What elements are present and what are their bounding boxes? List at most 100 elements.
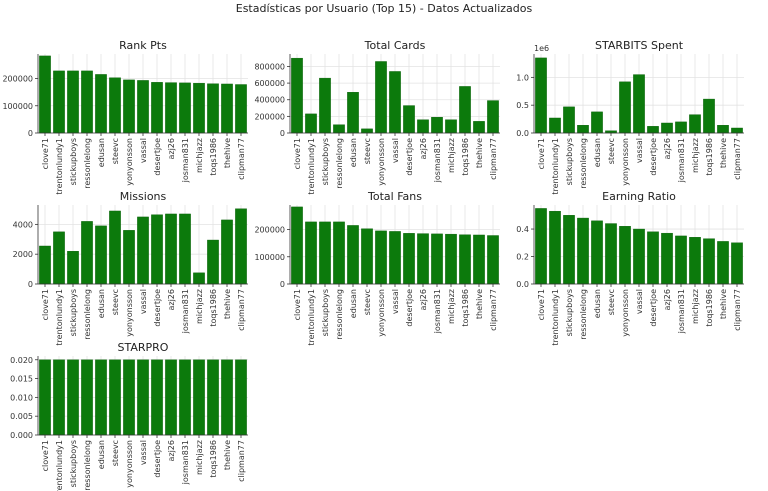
bar-edusan (95, 74, 107, 134)
x-tick-label: desertjoe (153, 289, 162, 327)
bar-yonyonsson (375, 61, 387, 134)
bar-yonyonsson (123, 79, 135, 134)
y-tick-label: 200000 (254, 226, 285, 235)
x-tick-label: steevc (111, 138, 120, 164)
bar-clove71 (535, 208, 547, 285)
bar-azj26 (661, 122, 673, 134)
y-tick-label: 4000 (13, 220, 33, 229)
x-tick-label: desertjoe (405, 138, 414, 176)
subplot-4: 0 100000 200000 clove71 trentonlundy1 stickup… (254, 190, 500, 346)
bar-vassal (389, 231, 401, 285)
bar-josman831 (431, 233, 443, 285)
x-tick-label: clipman77 (237, 289, 246, 331)
bar-vassal (137, 80, 149, 134)
bar-stickupboys (319, 77, 331, 134)
bar-clipman77 (487, 100, 499, 134)
x-tick-label: stickupboys (69, 289, 78, 336)
x-tick-label: edusan (97, 440, 106, 469)
x-tick-label: yonyonsson (125, 440, 134, 488)
x-tick-label: ressonlelong (83, 138, 92, 189)
x-tick-label: vassal (139, 440, 148, 465)
bar-azj26 (165, 359, 177, 436)
x-tick-label: edusan (97, 289, 106, 318)
x-tick-label: trentonlundy1 (55, 289, 64, 346)
y-tick-label: 600000 (254, 79, 285, 88)
x-tick-label: azj26 (167, 289, 176, 311)
x-tick-label: stickupboys (321, 289, 330, 336)
bar-edusan (347, 225, 359, 285)
bar-stickupboys (563, 215, 575, 285)
subplot-0: 0 100000 200000 clove71 trentonlundy1 stickup… (2, 39, 248, 195)
x-tick-label: vassal (391, 289, 400, 314)
bar-yonyonsson (123, 359, 135, 436)
y-tick-label: 0 (280, 129, 285, 138)
x-tick-label: josman831 (181, 289, 190, 334)
y-tick-label: 200000 (2, 75, 33, 84)
y-tick-label: 0.0 (516, 280, 529, 289)
x-tick-label: ressonlelong (83, 289, 92, 340)
y-tick-label: 0.2 (516, 253, 529, 262)
subplot-title: Rank Pts (119, 39, 167, 52)
bar-trentonlundy1 (305, 221, 317, 285)
bar-clove71 (39, 55, 51, 134)
x-tick-label: yonyonsson (621, 289, 630, 337)
bar-clipman77 (731, 127, 743, 134)
bar-steevc (361, 128, 373, 134)
x-tick-label: josman831 (433, 289, 442, 334)
bar-stickupboys (67, 70, 79, 134)
x-tick-label: trentonlundy1 (55, 138, 64, 195)
x-tick-label: toqs1986 (705, 289, 714, 327)
x-tick-label: edusan (593, 138, 602, 167)
x-tick-label: edusan (349, 289, 358, 318)
subplot-1: 0 200000 400000 600000 800000 clove71 trentonl… (254, 39, 500, 195)
y-tick-label: 0 (28, 280, 33, 289)
bar-steevc (109, 77, 121, 134)
x-tick-label: stickupboys (69, 440, 78, 487)
x-tick-label: vassal (139, 289, 148, 314)
bar-thehive (717, 125, 729, 134)
y-tick-label: 100000 (2, 102, 33, 111)
bar-azj26 (417, 119, 429, 134)
subplot-title: Missions (120, 190, 167, 203)
x-tick-label: steevc (363, 289, 372, 315)
x-tick-label: thehive (475, 138, 484, 168)
x-tick-label: yonyonsson (125, 138, 134, 186)
bar-yonyonsson (619, 81, 631, 134)
x-tick-label: thehive (223, 289, 232, 319)
figure-title: Estadísticas por Usuario (Top 15) - Dato… (236, 2, 533, 15)
y-tick-label: 2000 (13, 250, 33, 259)
x-tick-label: desertjoe (153, 440, 162, 478)
bar-azj26 (661, 232, 673, 285)
bar-vassal (137, 216, 149, 285)
x-tick-label: clove71 (41, 289, 50, 320)
bar-ressonlelong (577, 125, 589, 134)
x-tick-label: clove71 (537, 138, 546, 169)
bar-clipman77 (235, 208, 247, 285)
subplot-title: STARPRO (118, 341, 169, 354)
bar-azj26 (165, 213, 177, 285)
bar-ressonlelong (81, 221, 93, 285)
bar-clipman77 (235, 84, 247, 134)
x-tick-label: toqs1986 (705, 138, 714, 176)
bar-toqs1986 (703, 238, 715, 285)
bar-thehive (473, 121, 485, 134)
subplot-title: Total Cards (364, 39, 426, 52)
y-tick-label: 0.020 (10, 356, 33, 365)
bar-thehive (473, 234, 485, 285)
bar-steevc (109, 359, 121, 436)
bar-edusan (95, 225, 107, 285)
y-tick-label: 0 (280, 280, 285, 289)
bar-stickupboys (563, 106, 575, 134)
x-tick-label: toqs1986 (461, 138, 470, 176)
bar-michjazz (193, 272, 205, 285)
bar-ressonlelong (81, 70, 93, 134)
bar-toqs1986 (207, 359, 219, 436)
x-tick-label: edusan (593, 289, 602, 318)
bar-toqs1986 (207, 83, 219, 134)
bar-edusan (591, 220, 603, 285)
x-tick-label: ressonlelong (335, 289, 344, 340)
x-tick-label: ressonlelong (579, 138, 588, 189)
bar-desertjoe (403, 105, 415, 134)
bar-clove71 (291, 206, 303, 285)
